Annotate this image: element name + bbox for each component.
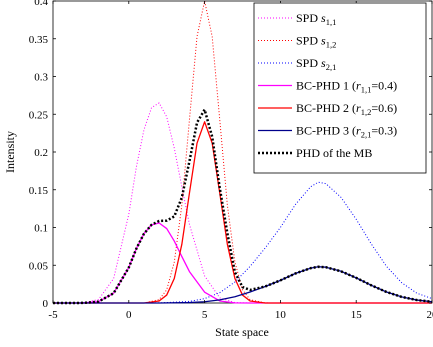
legend-label-text: SPD [296,11,321,25]
legend-label-7: PHD of the MB [296,146,372,160]
legend-label-symbol: s [321,34,326,48]
y-tick-label: 0.3 [34,72,48,84]
y-tick-label: 0.4 [34,0,48,8]
x-tick-label: 10 [275,309,287,321]
legend-label-1: SPD s1,1 [296,11,336,27]
y-tick-label: 0.1 [34,223,48,235]
legend-label-4: BC-PHD 1 (r1,1=0.4) [296,79,397,95]
x-tick-label: 5 [202,309,208,321]
legend-label-subscript: 1,2 [361,107,372,117]
legend-box [253,2,427,174]
y-tick-label: 0.25 [29,109,49,121]
legend-label-text: BC-PHD 3 ( [296,124,356,138]
legend-label-suffix: =0.6) [371,101,397,115]
legend-label-6: BC-PHD 3 (r2,1=0.3) [296,124,397,140]
legend-label-subscript: 2,1 [326,62,337,72]
y-tick-label: 0 [43,298,49,310]
legend-label-text: SPD [296,56,321,70]
x-tick-label: -5 [48,309,58,321]
series-layer [53,0,433,305]
x-tick-label: 0 [126,309,132,321]
y-tick-label: 0.15 [29,185,49,197]
series-line-3 [53,181,433,304]
x-tick-label: 20 [427,309,433,321]
series-line-5 [53,121,432,304]
axis-layer: -50510152000.050.10.150.20.250.30.350.4 [29,0,433,321]
legend-label-symbol: s [321,11,326,25]
legend-label-symbol: r [356,101,361,115]
legend-label-2: SPD s1,2 [296,34,336,50]
legend-label-subscript: 1,2 [326,40,337,50]
series-line-2 [53,0,432,304]
x-axis-label: State space [215,325,269,339]
legend-label-3: SPD s2,1 [296,56,336,72]
x-tick-label: 15 [351,309,363,321]
legend-label-text: BC-PHD 2 ( [296,101,356,115]
legend-label-symbol: s [321,56,326,70]
y-axis-label: Intensity [3,131,17,173]
legend-label-text: PHD of the MB [296,146,372,160]
legend-label-text: BC-PHD 1 ( [296,79,356,93]
legend-label-subscript: 1,1 [361,85,372,95]
series-line-7 [53,108,433,305]
legend-label-subscript: 1,1 [326,17,337,27]
legend-label-suffix: =0.3) [371,124,397,138]
y-tick-label: 0.05 [29,260,49,272]
legend-label-5: BC-PHD 2 (r1,2=0.6) [296,101,397,117]
legend-label-suffix: =0.4) [371,79,397,93]
legend-label-symbol: r [356,79,361,93]
legend-label-subscript: 2,1 [361,130,372,140]
y-tick-label: 0.35 [29,34,49,46]
y-tick-label: 0.2 [34,147,48,159]
legend-label-symbol: r [356,124,361,138]
legend-label-text: SPD [296,34,321,48]
